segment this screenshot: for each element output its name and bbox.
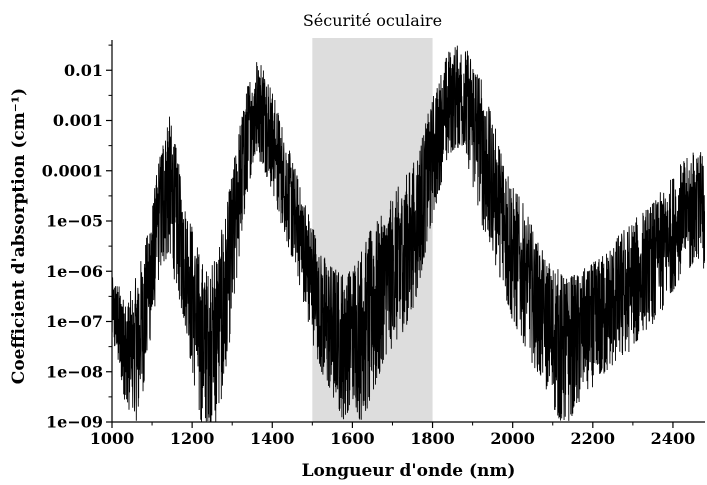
x-tick-label: 2200 bbox=[571, 429, 616, 448]
y-axis-title: Coefficient d'absorption (cm⁻¹) bbox=[9, 88, 29, 384]
y-tick-label: 1e−07 bbox=[46, 312, 103, 331]
y-tick-label: 1e−06 bbox=[46, 262, 103, 281]
x-tick-label: 1600 bbox=[330, 429, 375, 448]
x-tick-label: 2000 bbox=[490, 429, 535, 448]
x-tick-label: 1200 bbox=[170, 429, 215, 448]
spectrum-series-line bbox=[112, 45, 705, 422]
y-tick-label: 1e−05 bbox=[46, 212, 103, 231]
eye-safety-label: Sécurité oculaire bbox=[303, 11, 442, 30]
y-tick-label: 0.0001 bbox=[42, 161, 103, 180]
x-axis-title: Longueur d'onde (nm) bbox=[302, 461, 516, 481]
y-tick-label: 1e−08 bbox=[46, 362, 103, 381]
x-tick-label: 1400 bbox=[250, 429, 295, 448]
x-tick-label: 1000 bbox=[90, 429, 135, 448]
y-tick-label: 0.01 bbox=[64, 61, 103, 80]
x-tick-label: 1800 bbox=[410, 429, 455, 448]
y-tick-label: 1e−09 bbox=[46, 413, 103, 432]
y-tick-label: 0.001 bbox=[53, 111, 103, 130]
x-tick-label: 2400 bbox=[651, 429, 696, 448]
